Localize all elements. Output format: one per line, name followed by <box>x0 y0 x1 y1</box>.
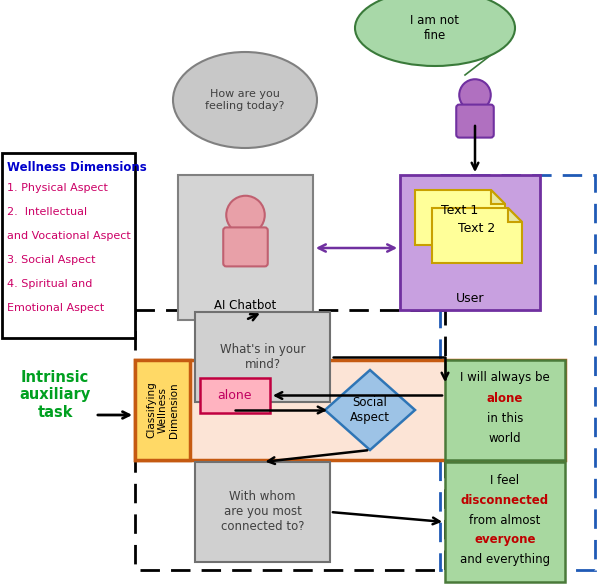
Text: Wellness Dimensions: Wellness Dimensions <box>7 161 147 174</box>
Bar <box>2 153 135 338</box>
Ellipse shape <box>173 52 317 148</box>
FancyBboxPatch shape <box>223 227 268 266</box>
Text: 3. Social Aspect: 3. Social Aspect <box>7 255 96 265</box>
Text: What's in your
mind?: What's in your mind? <box>220 343 305 371</box>
Text: alone: alone <box>218 389 252 402</box>
Polygon shape <box>508 208 522 222</box>
Text: I will always be: I will always be <box>460 371 550 384</box>
Text: AI Chatbot: AI Chatbot <box>214 299 277 312</box>
Ellipse shape <box>355 0 515 66</box>
Bar <box>178 175 313 320</box>
Text: from almost: from almost <box>470 513 541 527</box>
Text: Emotional Aspect: Emotional Aspect <box>7 303 104 313</box>
Text: I feel: I feel <box>491 474 520 486</box>
Text: in this: in this <box>487 412 523 425</box>
Bar <box>445 462 565 582</box>
Text: alone: alone <box>487 391 523 405</box>
Text: and everything: and everything <box>460 554 550 566</box>
Text: Text 1: Text 1 <box>441 203 479 217</box>
Text: disconnected: disconnected <box>461 493 549 506</box>
Text: 4. Spiritual and: 4. Spiritual and <box>7 279 92 289</box>
FancyBboxPatch shape <box>456 105 494 138</box>
Bar <box>195 462 330 562</box>
Polygon shape <box>325 370 415 450</box>
Bar <box>445 360 565 460</box>
Bar <box>195 312 330 402</box>
Text: world: world <box>489 432 521 444</box>
Ellipse shape <box>226 196 265 234</box>
Text: 2.  Intellectual: 2. Intellectual <box>7 207 87 217</box>
Text: With whom
are you most
connected to?: With whom are you most connected to? <box>221 491 304 534</box>
Text: 1. Physical Aspect: 1. Physical Aspect <box>7 183 108 193</box>
Polygon shape <box>432 208 522 263</box>
Bar <box>135 360 190 460</box>
Bar <box>135 360 565 460</box>
Bar <box>400 175 540 310</box>
Text: How are you
feeling today?: How are you feeling today? <box>205 89 285 111</box>
Text: and Vocational Aspect: and Vocational Aspect <box>7 231 131 241</box>
Text: I am not
fine: I am not fine <box>411 14 459 42</box>
Text: Social
Aspect: Social Aspect <box>350 396 390 424</box>
Text: everyone: everyone <box>474 534 536 547</box>
Text: Classifying
Wellness
Dimension: Classifying Wellness Dimension <box>146 381 179 439</box>
Bar <box>200 378 270 413</box>
Polygon shape <box>491 190 505 204</box>
Text: Intrinsic
auxiliary
task: Intrinsic auxiliary task <box>19 370 91 420</box>
Text: Text 2: Text 2 <box>458 221 495 235</box>
Polygon shape <box>415 190 505 245</box>
Bar <box>135 310 445 570</box>
Ellipse shape <box>459 79 491 111</box>
Bar <box>440 175 595 570</box>
Text: User: User <box>456 292 484 305</box>
